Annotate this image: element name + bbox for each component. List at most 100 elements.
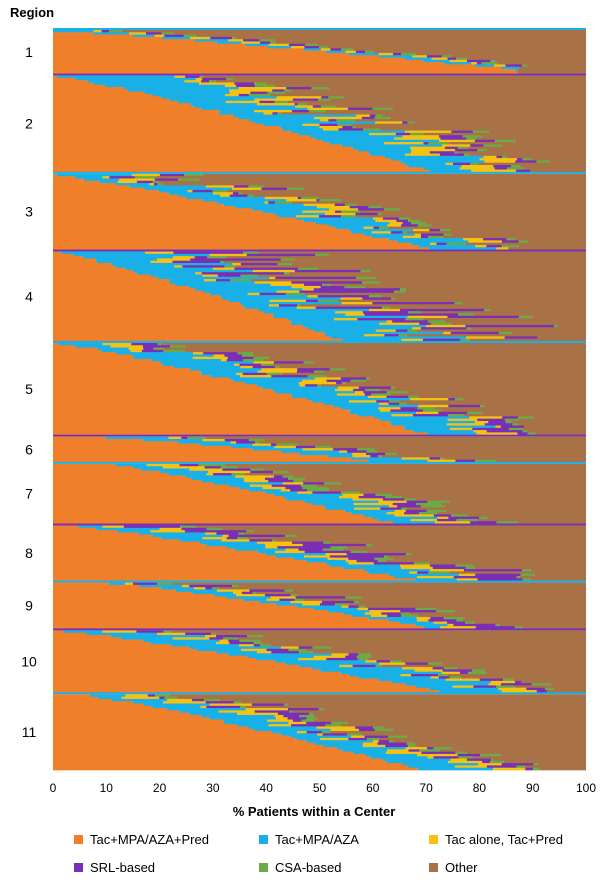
bar-segment <box>312 646 331 650</box>
bar-segment <box>161 32 174 35</box>
bar-segment <box>411 151 430 154</box>
bar-segment <box>503 678 513 682</box>
bar-segment <box>430 564 456 568</box>
bar-segment <box>128 347 144 351</box>
bar-segment <box>53 646 190 650</box>
bar-segment <box>386 512 405 515</box>
bar-segment <box>110 345 143 348</box>
bar-segment <box>115 265 175 268</box>
bar-segment <box>382 758 451 762</box>
bar-segment <box>462 398 586 401</box>
bar-segment <box>333 404 419 408</box>
bar-segment <box>454 765 487 769</box>
bar-segment <box>163 630 172 634</box>
bar-segment <box>338 386 359 390</box>
bar-segment <box>375 121 403 125</box>
bar-segment <box>382 217 400 221</box>
bar-segment <box>287 717 307 720</box>
bar-segment <box>439 139 475 143</box>
bar-segment <box>508 247 586 250</box>
bar-segment <box>436 512 586 515</box>
bar-segment <box>379 281 586 284</box>
bar-segment <box>442 144 471 147</box>
bar-segment <box>420 235 429 239</box>
bar-segment <box>495 425 501 429</box>
bar-segment <box>518 315 533 319</box>
bar-segment <box>200 705 207 709</box>
bar-segment <box>112 698 168 702</box>
bar-segment <box>144 187 233 191</box>
bar-segment <box>455 564 473 568</box>
bar-segment <box>298 657 327 661</box>
bar-segment <box>512 331 586 335</box>
bar-segment <box>261 368 298 371</box>
bar-segment <box>347 733 363 736</box>
bar-segment <box>394 514 434 517</box>
bar-segment <box>239 363 262 367</box>
bar-segment <box>53 180 100 184</box>
bar-segment <box>295 445 316 449</box>
bar-segment <box>381 212 586 216</box>
bar-segment <box>342 493 364 497</box>
bar-segment <box>53 375 211 378</box>
bar-segment <box>482 760 491 764</box>
bar-segment <box>530 578 586 581</box>
bar-segment <box>348 605 359 609</box>
bar-segment <box>215 80 586 83</box>
bar-segment <box>226 596 271 599</box>
bar-segment <box>248 185 265 188</box>
region-label: 3 <box>25 204 33 220</box>
bar-segment <box>391 297 395 301</box>
bar-segment <box>133 269 253 273</box>
bar-segment <box>274 714 284 718</box>
bar-segment <box>393 728 586 732</box>
bar-segment <box>53 623 416 627</box>
bar-segment <box>276 96 322 99</box>
bar-segment <box>319 123 338 127</box>
bar-segment <box>53 395 293 399</box>
x-tick-label: 20 <box>153 781 167 795</box>
bar-segment <box>53 491 266 495</box>
bar-segment <box>158 276 270 280</box>
bar-segment <box>389 740 394 743</box>
bar-segment <box>253 641 262 645</box>
bar-segment <box>174 75 186 79</box>
bar-segment <box>53 139 323 143</box>
bar-segment <box>187 189 193 193</box>
bar-segment <box>297 491 313 495</box>
bar-segment <box>422 167 460 170</box>
bar-segment <box>416 498 586 501</box>
bar-segment <box>254 82 267 86</box>
bar-segment <box>248 438 265 442</box>
bar-segment <box>464 153 470 157</box>
bar-segment <box>192 189 213 193</box>
bar-segment <box>222 534 229 538</box>
bar-segment <box>344 509 395 513</box>
bar-segment <box>105 84 226 88</box>
bar-segment <box>53 283 176 287</box>
bar-segment <box>459 573 476 577</box>
bar-segment <box>228 39 244 42</box>
bar-segment <box>365 753 418 757</box>
bar-segment <box>318 196 586 200</box>
bar-segment <box>274 100 288 104</box>
bar-segment <box>330 445 586 449</box>
bar-segment <box>53 126 281 129</box>
bar-segment <box>394 297 586 301</box>
bar-segment <box>78 525 103 529</box>
bar-segment <box>53 496 284 499</box>
bar-segment <box>229 377 315 380</box>
bar-segment <box>217 274 241 278</box>
bar-segment <box>390 158 480 161</box>
bar-segment <box>53 578 416 581</box>
bar-segment <box>405 553 412 556</box>
bar-segment <box>374 557 393 561</box>
bar-segment <box>286 87 312 90</box>
bar-segment <box>223 637 238 640</box>
bar-segment <box>286 199 317 202</box>
bar-segment <box>441 409 586 413</box>
bar-segment <box>392 521 436 524</box>
bar-segment <box>53 123 264 127</box>
bar-segment <box>162 466 205 469</box>
bar-segment <box>194 256 208 259</box>
